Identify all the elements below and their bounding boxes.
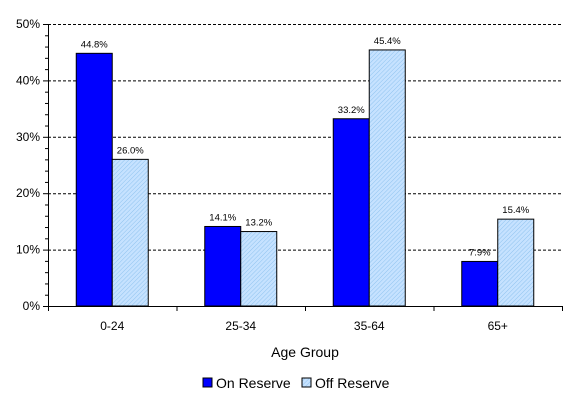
bar-off-reserve-25-34 — [240, 231, 278, 307]
x-axis-title: Age Group — [271, 344, 339, 360]
bar-on-reserve-65+ — [461, 260, 499, 307]
data-label: 15.4% — [502, 205, 529, 216]
bar-off-reserve-0-24 — [111, 158, 149, 307]
x-tick-label: 25-34 — [225, 319, 256, 333]
data-label: 26.0% — [117, 145, 144, 156]
bars — [75, 49, 535, 307]
data-label: 45.4% — [374, 36, 401, 47]
legend-swatch-on-reserve — [202, 377, 213, 388]
y-tick-label: 30% — [16, 130, 40, 144]
bar-on-reserve-0-24 — [75, 52, 113, 307]
y-tick-label: 0% — [23, 299, 41, 313]
y-tick-label: 50% — [16, 17, 40, 31]
bar-off-reserve-35-64 — [368, 49, 406, 307]
axes — [43, 24, 563, 311]
y-tick-label: 10% — [16, 243, 40, 257]
data-label: 33.2% — [338, 105, 365, 116]
legend: On Reserve Off Reserve — [202, 375, 390, 391]
data-label: 13.2% — [245, 218, 272, 229]
data-label: 7.9% — [469, 247, 491, 258]
bar-on-reserve-25-34 — [204, 225, 242, 307]
legend-label: On Reserve — [216, 375, 291, 391]
legend-label: Off Reserve — [315, 375, 390, 391]
x-tick-label: 65+ — [488, 319, 508, 333]
data-label: 14.1% — [209, 212, 236, 223]
bar-off-reserve-65+ — [497, 218, 535, 307]
x-tick-label: 35-64 — [354, 319, 385, 333]
labels: 44.8% 26.0% 0-24 14.1% 13.2% 25-34 33.2% 45.4% 3… — [16, 17, 530, 333]
bar-on-reserve-35-64 — [332, 118, 370, 307]
x-tick-label: 0-24 — [100, 319, 124, 333]
y-tick-label: 40% — [16, 73, 40, 87]
legend-swatch-off-reserve — [301, 377, 312, 388]
data-label: 44.8% — [81, 39, 108, 50]
y-tick-label: 20% — [16, 186, 40, 200]
